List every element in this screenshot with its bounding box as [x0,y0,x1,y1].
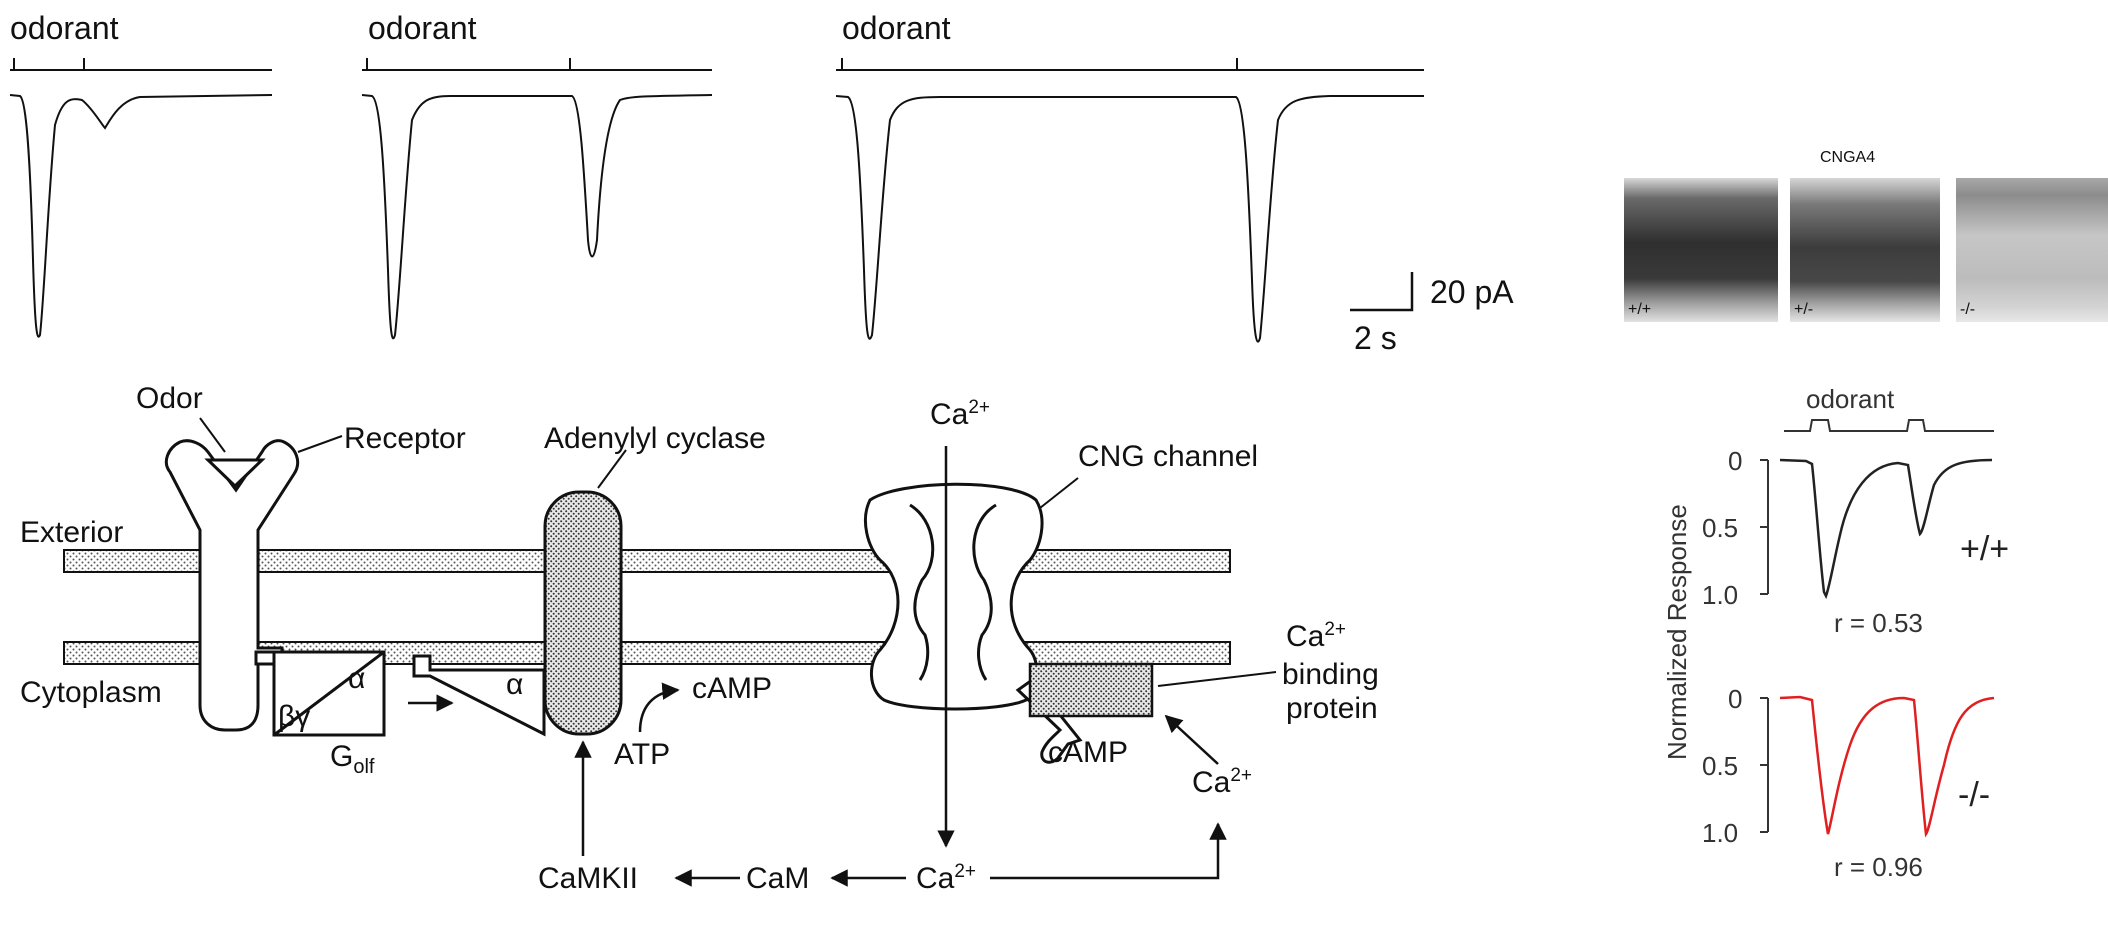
atp-to-camp-arrow [638,682,680,733]
cam-label: CaM [746,862,810,895]
normalized-stimulus-bar [1784,419,1994,432]
genotype-knockout: -/- [1960,301,1976,318]
stimulus-bar-3 [836,58,1424,71]
ca-feedback-arrow [990,822,1227,880]
genotype-wildtype: +/+ [1628,301,1652,318]
ca-to-binding-protein-arrow [1164,714,1219,765]
receptor-label: Receptor [344,422,466,455]
ca-top-label: Ca2+ [930,397,991,431]
receptor-pointer [297,435,343,453]
normalized-axes [1760,459,1769,833]
wt-tick-0: 0 [1728,446,1743,476]
g-alpha-label: α [348,662,366,695]
current-trace-1 [9,94,273,338]
adenylyl-cyclase-shape [543,490,623,736]
stimulus-label-2: odorant [368,10,477,46]
cng-channel-label: CNG channel [1078,440,1259,473]
g-alpha-subunit [412,654,546,737]
wildtype-genotype-label: +/+ [1960,530,2010,568]
scale-time-label: 2 s [1354,320,1397,356]
cng-channel-pointer [1039,477,1079,509]
knockout-genotype-label: -/- [1958,776,1991,814]
genotype-heterozygous: +/- [1794,301,1814,318]
atp-label: ATP [614,738,671,771]
ko-tick-0: 0 [1728,684,1743,714]
odor-pointer [199,417,226,453]
ko-tick-10: 1.0 [1702,818,1739,848]
histology-title: CNGA4 [1820,149,1876,166]
stimulus-label-3: odorant [842,10,951,46]
g-olf-label: Golf [330,740,375,778]
alpha-subunit-label: α [506,668,524,701]
stimulus-bar-1 [10,58,272,71]
wt-tick-10: 1.0 [1702,580,1739,610]
ca-bottom-label: Ca2+ [916,861,977,895]
histology-panel-knockout: -/- [1956,178,2108,322]
histology-panel-wildtype: +/+ [1624,178,1778,322]
g-olf-protein [254,650,386,737]
g-beta-gamma-label: βγ [278,700,311,733]
exterior-label: Exterior [20,516,124,549]
binding-protein-pointer [1157,671,1277,687]
odor-molecule [204,458,266,489]
wt-tick-05: 0.5 [1702,513,1739,543]
cytoplasm-label: Cytoplasm [20,676,162,709]
histology-panel-heterozygous: +/- [1790,178,1940,322]
odor-label: Odor [136,382,203,415]
stimulus-label-1: odorant [10,10,119,46]
wildtype-r-label: r = 0.53 [1834,608,1923,638]
wildtype-trace [1779,458,1993,600]
ca-cytoplasm-label: Ca2+ [1192,765,1253,799]
knockout-r-label: r = 0.96 [1834,852,1923,882]
stimulus-bar-2 [362,58,712,71]
scale-current-label: 20 pA [1430,274,1514,310]
normalized-stimulus-label: odorant [1806,384,1895,414]
ko-tick-05: 0.5 [1702,751,1739,781]
knockout-trace [1779,695,1995,838]
camp-product-label: cAMP [692,672,773,705]
ca-binding-protein-label: Ca2+ [1286,619,1347,653]
cng-channel-shape [863,482,1044,711]
ca-binding-protein-shape [1028,662,1154,718]
camkii-label: CaMKII [538,862,639,895]
adenylyl-cyclase-label: Adenylyl cyclase [544,422,766,455]
current-trace-3 [835,95,1424,343]
camp-bound-label: cAMP [1048,736,1129,769]
current-trace-2 [361,94,713,340]
binding-label: binding [1282,658,1379,691]
scale-bar [1350,272,1414,312]
adenylyl-cyclase-pointer [597,449,627,489]
protein-label: protein [1286,692,1378,725]
